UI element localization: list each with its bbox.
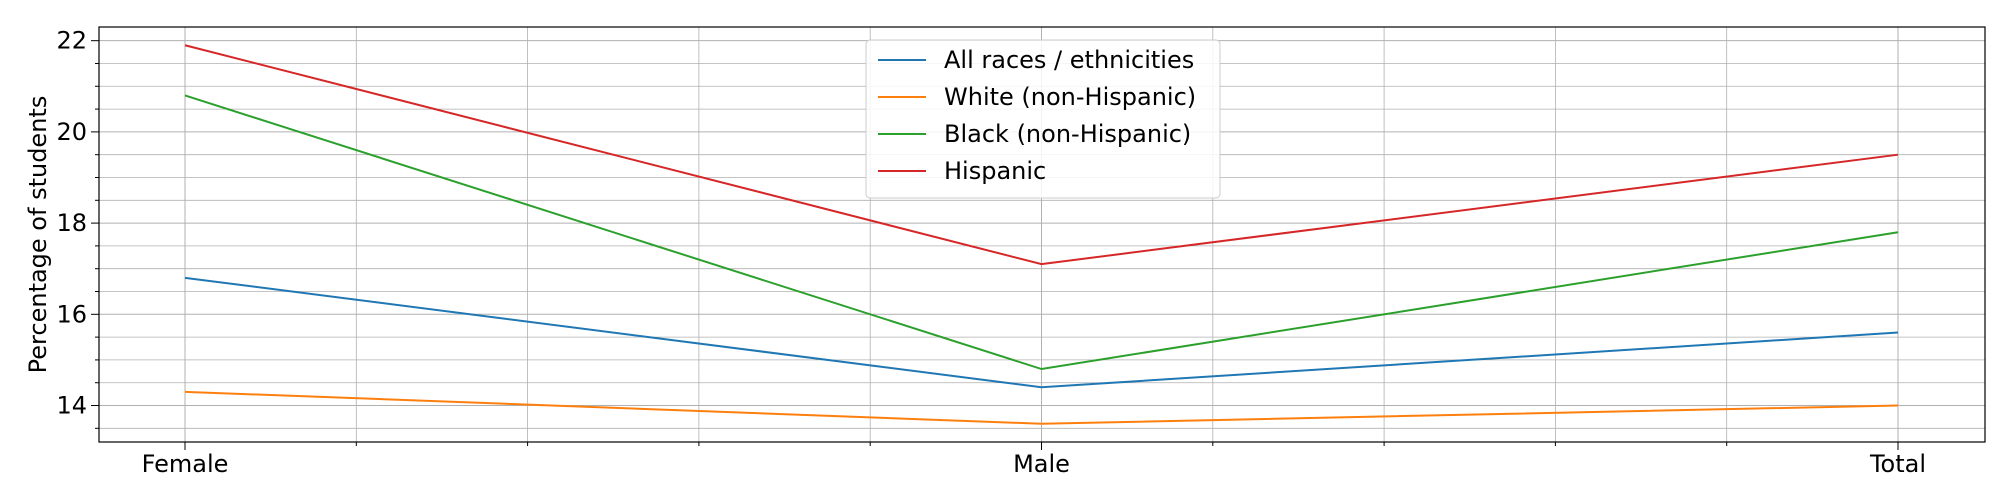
x-tick-label: Female: [142, 450, 229, 478]
legend-label: All races / ethnicities: [944, 46, 1194, 74]
legend-label: Black (non-Hispanic): [944, 120, 1191, 148]
ticks-layer: 14 16 18 20 22 Female Male Total: [56, 27, 1926, 478]
x-tick-label: Male: [1013, 450, 1070, 478]
legend-box: [865, 39, 1221, 199]
y-axis-label: Percentage of students: [24, 96, 52, 374]
legend-label: White (non-Hispanic): [944, 83, 1196, 111]
y-tick-label: 14: [56, 392, 87, 420]
series-layer: [184, 44, 1899, 425]
y-tick-label: 22: [56, 27, 87, 55]
legend: All races / ethnicities White (non-Hispan…: [865, 39, 1221, 199]
y-tick-label: 18: [56, 209, 87, 237]
y-tick-label: 16: [56, 300, 87, 328]
y-tick-label: 20: [56, 118, 87, 146]
x-tick-label: Total: [1869, 450, 1926, 478]
legend-label: Hispanic: [944, 157, 1046, 185]
